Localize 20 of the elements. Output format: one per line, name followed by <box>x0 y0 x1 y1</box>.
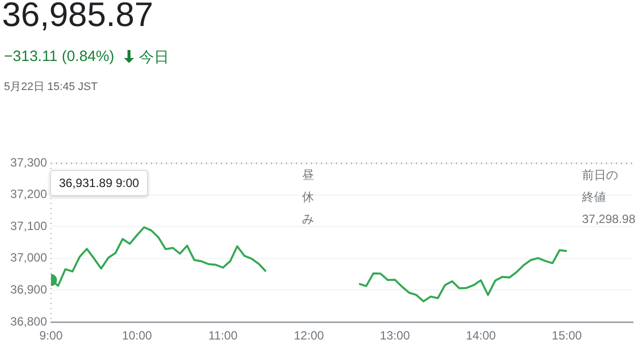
y-tick-label: 37,100 <box>10 218 48 233</box>
x-tick-label: 15:00 <box>552 328 582 343</box>
y-tick-label: 36,900 <box>10 282 48 297</box>
chart-title: 36,985.87 <box>2 0 154 35</box>
annotation: 昼休み <box>302 167 315 228</box>
text: 今日 <box>139 48 169 67</box>
y-tick-label: 37,200 <box>10 187 48 202</box>
y-tick-label: 36,800 <box>10 314 48 328</box>
x-tick-label: 13:00 <box>380 328 410 343</box>
x-tick-label: 9:00 <box>39 328 63 343</box>
x-tick-label: 10:00 <box>122 328 152 343</box>
y-tick-label: 37,300 <box>10 155 48 170</box>
x-tick-label: 14:00 <box>466 328 496 343</box>
x-tick-label: 12:00 <box>294 328 324 343</box>
annotation: 36,931.89 9:00 <box>50 170 148 196</box>
y-tick-label: 37,000 <box>10 250 48 265</box>
ref-line-label: 前日の終値 37,298.98 <box>582 167 636 228</box>
text: 5月22日 15:45 JST <box>4 80 98 94</box>
chart-subtitle: −313.11 (0.84%) <box>4 48 114 65</box>
x-tick-label: 11:00 <box>208 328 238 343</box>
